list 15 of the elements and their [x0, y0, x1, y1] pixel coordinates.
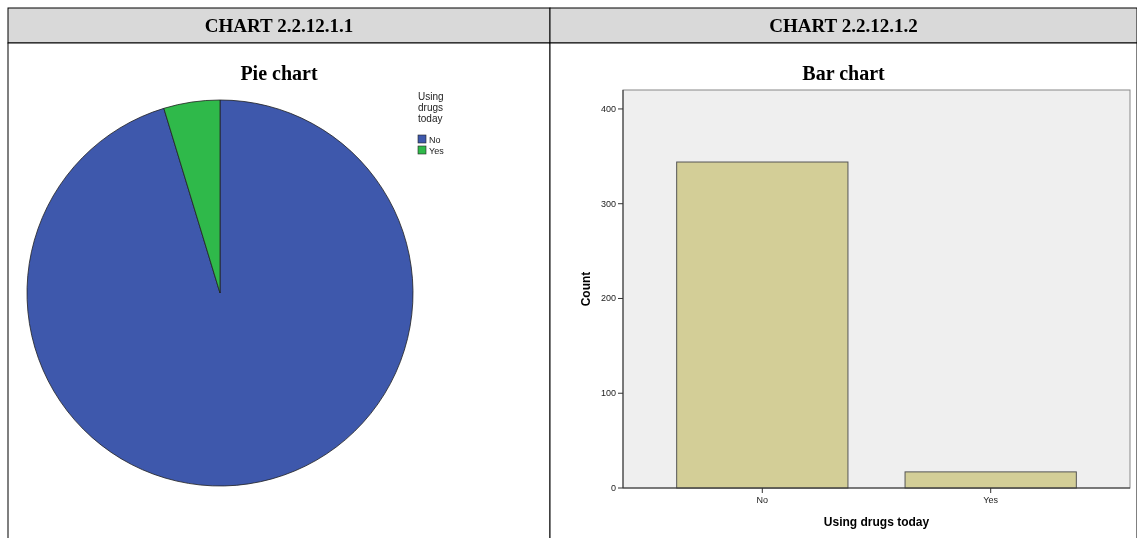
legend-label: Yes: [429, 146, 445, 156]
chart-title: CHART 2.2.12.1.2: [769, 15, 918, 36]
y-tick-label: 0: [610, 483, 616, 493]
chart-subtitle: Bar chart: [802, 62, 886, 84]
pie-slice: [26, 99, 414, 487]
x-axis-title: Using drugs today: [823, 515, 930, 529]
y-tick-label: 300: [600, 198, 616, 209]
chart-subtitle: Pie chart: [240, 62, 318, 84]
chart-title: CHART 2.2.12.1.1: [204, 15, 354, 36]
y-tick-label: 100: [600, 388, 616, 399]
y-axis-title: Count: [579, 271, 593, 307]
legend-title: Using drugs today: [418, 91, 444, 124]
y-tick-label: 200: [600, 293, 616, 304]
legend-label: No: [429, 135, 441, 145]
y-tick-label: 400: [600, 103, 616, 114]
